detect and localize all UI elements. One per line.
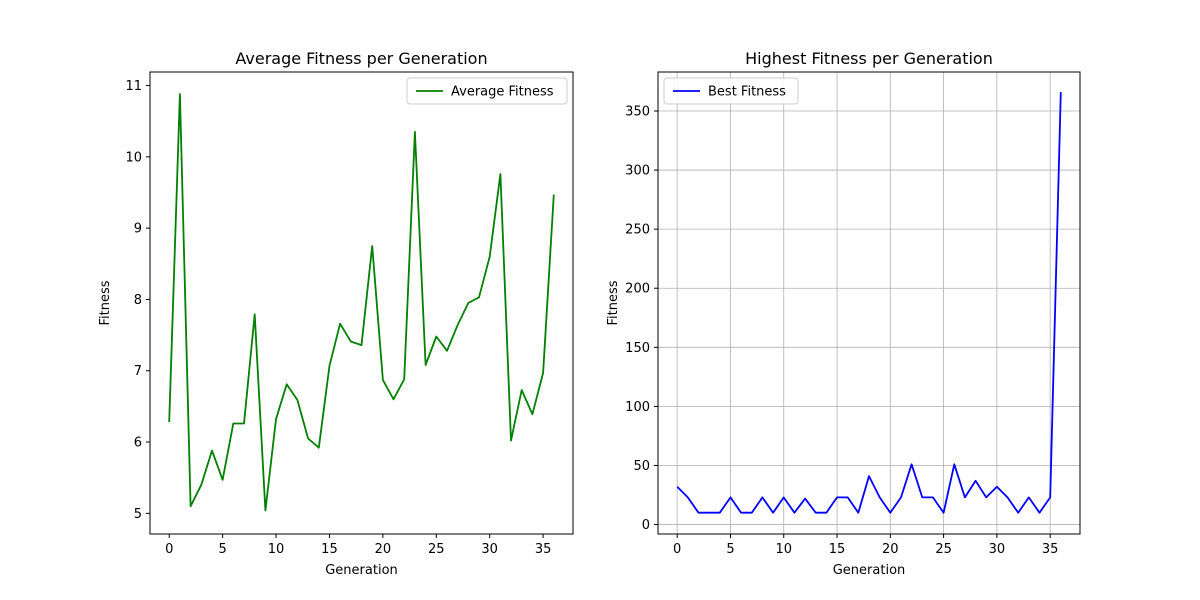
- x-axis-label: Generation: [325, 563, 398, 578]
- y-tick-label: 7: [134, 364, 142, 379]
- chart-title: Average Fitness per Generation: [235, 49, 487, 68]
- y-tick-label: 5: [134, 507, 142, 522]
- plot-frame: [149, 71, 574, 535]
- series-line-0: [676, 92, 1062, 514]
- y-tick-label: 150: [625, 341, 650, 356]
- x-tick-label: 15: [829, 542, 846, 557]
- chart-highest-fitness: 0 5 10 15 20 25 30 35050100150200250300350Highe…: [606, 49, 1081, 578]
- legend-label: Best Fitness: [708, 85, 786, 100]
- x-tick-label: 5: [726, 542, 734, 557]
- chart-average-fitness: 0 5 10 15 20 25 30 35 5 6 7 8 9 10 11 Average Fitness p…: [98, 49, 574, 578]
- x-tick-label: 20: [882, 542, 899, 557]
- x-axis-label: Generation: [833, 563, 906, 578]
- x-tick-label: 30: [481, 542, 498, 557]
- legend-box: [663, 77, 799, 105]
- y-tick-label: 350: [625, 104, 650, 119]
- legend: Average Fitness: [406, 77, 568, 105]
- y-tick-label: 200: [625, 282, 650, 297]
- x-tick-label: 0: [165, 542, 173, 557]
- y-tick-label: 11: [125, 79, 142, 94]
- x-tick-label: 10: [775, 542, 792, 557]
- x-tick-label: 5: [218, 542, 226, 557]
- y-tick-label: 8: [134, 293, 142, 308]
- series-line-0: [168, 93, 555, 512]
- x-tick-label: 20: [375, 542, 392, 557]
- x-tick-label: 10: [268, 542, 285, 557]
- y-axis-label: Fitness: [606, 280, 621, 325]
- legend: Best Fitness: [663, 77, 799, 105]
- chart-title: Highest Fitness per Generation: [745, 49, 993, 68]
- y-tick-label: 50: [633, 459, 650, 474]
- y-tick-label: 10: [125, 150, 142, 165]
- y-tick-label: 6: [134, 436, 142, 451]
- y-tick-label: 0: [642, 518, 650, 533]
- y-tick-label: 300: [625, 164, 650, 179]
- x-tick-label: 25: [935, 542, 952, 557]
- x-tick-label: 30: [989, 542, 1006, 557]
- y-tick-label: 250: [625, 223, 650, 238]
- legend-box: [406, 77, 568, 105]
- plot-frame: [657, 71, 1081, 535]
- x-tick-label: 25: [428, 542, 445, 557]
- y-axis-label: Fitness: [98, 280, 113, 325]
- x-tick-label: 0: [673, 542, 681, 557]
- y-tick-label: 100: [625, 400, 650, 415]
- x-tick-label: 15: [321, 542, 338, 557]
- legend-label: Average Fitness: [451, 85, 554, 100]
- x-tick-label: 35: [535, 542, 552, 557]
- x-tick-label: 35: [1042, 542, 1059, 557]
- y-tick-label: 9: [134, 222, 142, 237]
